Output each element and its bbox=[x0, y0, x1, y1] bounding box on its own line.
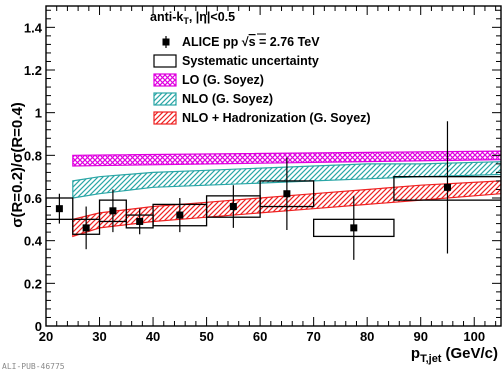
legend-label-data: ALICE pp √s = 2.76 TeV bbox=[182, 35, 320, 49]
legend-symbol-lo-g-soyez bbox=[153, 73, 177, 87]
y-tick-label: 1.4 bbox=[24, 20, 43, 35]
x-axis-title-subscript: T,jet bbox=[420, 353, 442, 365]
legend-label-systematic-uncertainty: Systematic uncertainty bbox=[182, 54, 319, 68]
y-tick-label: 0.2 bbox=[24, 276, 42, 291]
plot-frame bbox=[45, 5, 502, 327]
data-point-3 bbox=[109, 207, 117, 215]
y-tick-label: 0.8 bbox=[24, 148, 42, 163]
legend: anti-kT, |η|<0.5 ALICE pp √s = 2.76 TeV Sy… bbox=[150, 10, 371, 125]
data-point-1 bbox=[55, 205, 63, 213]
data-points bbox=[55, 121, 451, 260]
axes: 20 30 40 50 60 70 80 90 100 0 0.2 0.4 0.6 0.8 1 1.2 1.4 bbox=[24, 5, 502, 344]
legend-symbol-systematic-uncertainty bbox=[153, 54, 177, 68]
x-axis-title: pT,jet (GeV/c) bbox=[411, 345, 498, 365]
legend-header-prefix: anti-k bbox=[150, 10, 183, 24]
y-tick-label: 0 bbox=[35, 319, 42, 334]
x-tick-label: 100 bbox=[463, 329, 485, 344]
data-point-8 bbox=[350, 224, 358, 232]
legend-label-data-root-arg: s bbox=[249, 35, 256, 49]
legend-label-lo-g-soyez: LO (G. Soyez) bbox=[182, 73, 264, 87]
legend-symbol-nlo-g-soyez bbox=[153, 92, 177, 106]
legend-label-data-root: √ bbox=[242, 35, 249, 49]
y-tick-label: 0.6 bbox=[24, 191, 42, 206]
legend-label-data-prefix: ALICE pp bbox=[182, 35, 242, 49]
x-tick-label: 20 bbox=[39, 329, 53, 344]
data-point-7 bbox=[283, 190, 291, 198]
x-tick-label: 70 bbox=[306, 329, 320, 344]
legend-header-suffix: , |η|<0.5 bbox=[189, 10, 235, 24]
legend-label-nlo-g-soyez: NLO (G. Soyez) bbox=[182, 92, 273, 106]
data-point-5 bbox=[176, 211, 184, 219]
x-tick-label: 40 bbox=[146, 329, 160, 344]
y-axis-title: σ(R=0.2)/σ(R=0.4) bbox=[9, 102, 26, 228]
y-tick-label: 1.2 bbox=[24, 63, 42, 78]
y-tick-label: 1 bbox=[35, 106, 42, 121]
legend-label-nlo-hadronization-g-soyez: NLO + Hadronization (G. Soyez) bbox=[182, 111, 371, 125]
x-tick-label: 90 bbox=[413, 329, 427, 344]
data-point-6 bbox=[229, 203, 237, 211]
x-tick-label: 80 bbox=[360, 329, 374, 344]
legend-symbol-nlo-hadronization-g-soyez bbox=[153, 111, 177, 125]
footer-label: ALI-PUB-46775 bbox=[2, 362, 65, 371]
x-tick-label: 50 bbox=[199, 329, 213, 344]
x-axis-title-unit: (GeV/c) bbox=[445, 345, 498, 362]
y-tick-label: 0.4 bbox=[24, 234, 43, 249]
legend-label-data-suffix: = 2.76 TeV bbox=[256, 35, 321, 49]
x-tick-label: 30 bbox=[92, 329, 106, 344]
x-axis-title-main: p bbox=[411, 345, 420, 362]
data-point-2 bbox=[82, 224, 90, 232]
x-tick-label: 60 bbox=[253, 329, 267, 344]
legend-header-subscript: T bbox=[183, 16, 189, 26]
data-point-4 bbox=[136, 217, 144, 225]
legend-header: anti-kT, |η|<0.5 bbox=[150, 10, 235, 26]
data-point-9 bbox=[443, 183, 451, 191]
legend-symbol-data bbox=[162, 38, 170, 46]
